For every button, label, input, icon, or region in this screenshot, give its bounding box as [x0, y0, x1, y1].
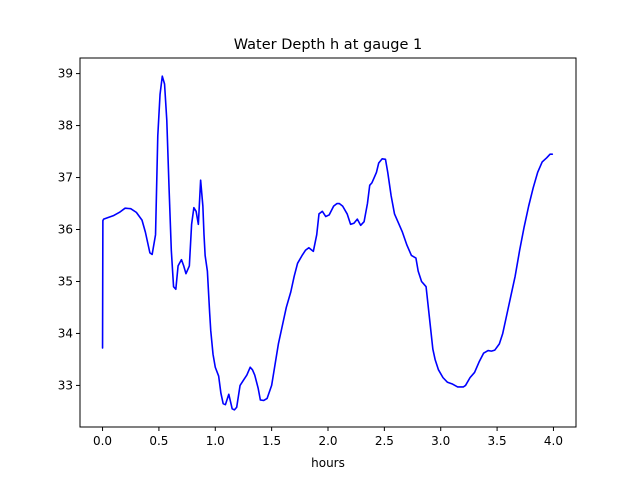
x-tick-label: 2.0: [318, 434, 337, 448]
x-axis-label: hours: [311, 456, 345, 470]
y-tick-label: 34: [58, 326, 73, 340]
x-tick-label: 3.5: [488, 434, 507, 448]
x-axis: 0.0 0.5 1.0 1.5 2.0 2.5 3.0 3.5 4.0: [93, 427, 563, 448]
x-tick-label: 2.5: [375, 434, 394, 448]
x-tick-label: 1.0: [206, 434, 225, 448]
y-tick-label: 35: [58, 274, 73, 288]
y-tick-label: 36: [58, 223, 73, 237]
chart-title: Water Depth h at gauge 1: [234, 37, 422, 53]
x-tick-label: 0.0: [93, 434, 112, 448]
x-tick-label: 0.5: [149, 434, 168, 448]
y-axis: 33 34 35 36 37 38 39: [58, 67, 80, 392]
y-tick-label: 33: [58, 378, 73, 392]
y-tick-label: 39: [58, 67, 73, 81]
plot-area: [101, 75, 554, 411]
x-tick-label: 4.0: [544, 434, 563, 448]
y-tick-label: 37: [58, 171, 73, 185]
y-tick-label: 38: [58, 119, 73, 133]
x-tick-label: 1.5: [262, 434, 281, 448]
series-line-0: [101, 75, 554, 411]
x-tick-label: 3.0: [431, 434, 450, 448]
